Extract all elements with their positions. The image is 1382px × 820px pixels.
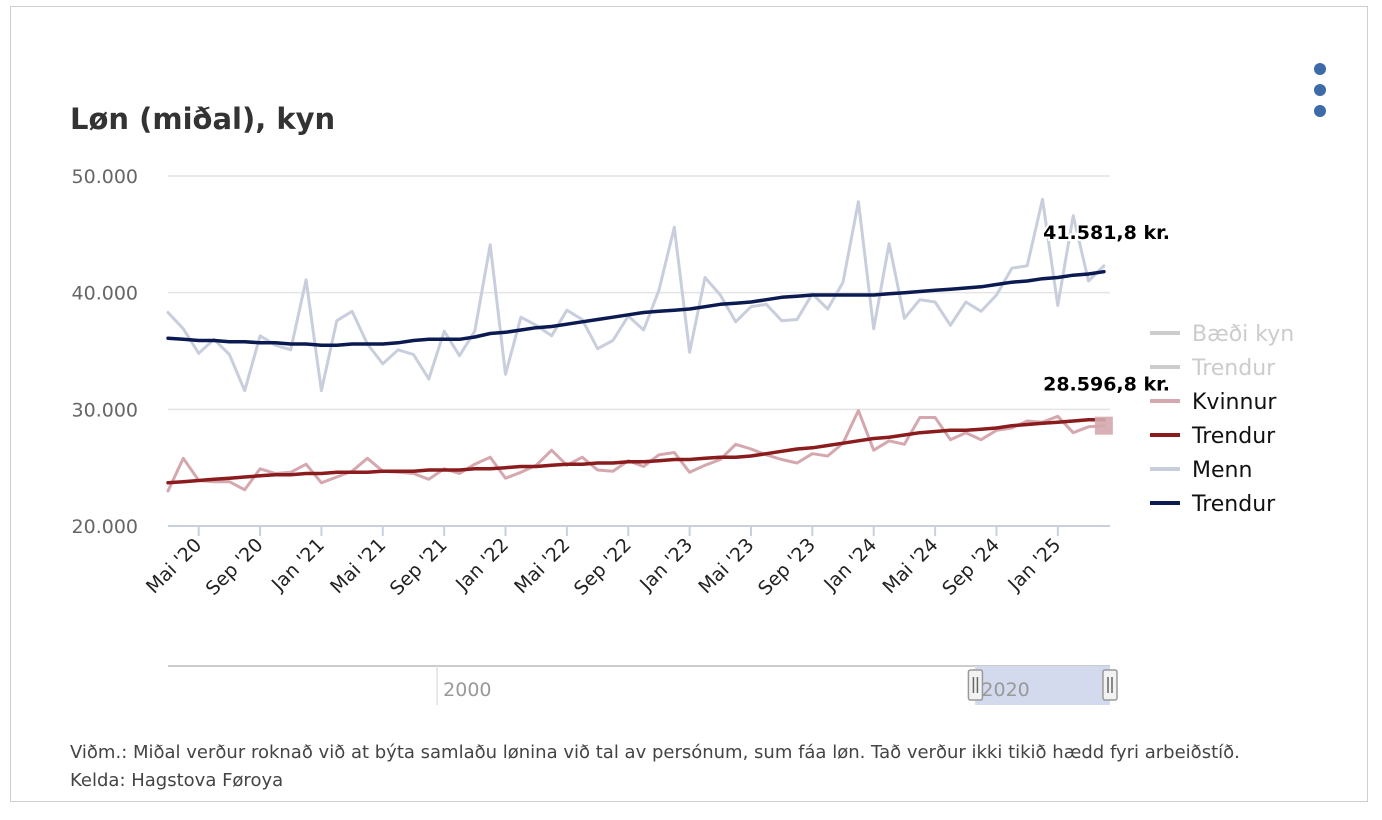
x-tick-label: Jan '25 [1003,534,1065,596]
navigator-handle[interactable] [967,669,984,701]
chart-container [10,6,1368,802]
y-tick-label: 40.000 [72,283,138,305]
data-label: 41.581,8 kr. [1043,222,1170,244]
x-tick-label: Sep '22 [570,534,636,600]
x-tick-label: Sep '20 [202,534,268,600]
x-tick-label: Jan '22 [451,534,513,596]
series-line-kvinnur-2 [166,409,1106,493]
series-line-trendur-3 [166,418,1106,485]
x-tick-label: Jan '23 [635,534,697,596]
menu-dot [1314,105,1326,117]
legend-label: Menn [1192,458,1252,483]
series-end-marker [1094,416,1113,435]
y-tick-label: 50.000 [72,166,138,188]
x-tick-label: Mai '24 [878,534,942,598]
legend-label: Trendur [1191,492,1276,517]
x-tick-label: Jan '24 [819,534,881,596]
more-vertical-icon[interactable] [1308,60,1334,124]
legend-label: Trendur [1191,424,1276,449]
menu-dot [1314,84,1326,96]
x-tick-label: Mai '20 [142,534,206,598]
footnote-note: Viðm.: Miðal verður roknað við at býta s… [70,742,1240,763]
data-label: 28.596,8 kr. [1043,374,1170,396]
x-tick-label: Mai '22 [510,534,574,598]
legend-label: Kvinnur [1192,390,1277,415]
x-tick-label: Sep '23 [754,534,820,600]
footnote-source: Kelda: Hagstova Føroya [70,770,284,791]
navigator-handle[interactable] [1102,669,1118,701]
x-tick-label: Mai '21 [326,534,390,598]
x-tick-label: Sep '24 [938,534,1004,600]
y-tick-label: 30.000 [72,399,138,421]
chart-title: Løn (miðal), kyn [70,102,336,136]
x-tick-label: Mai '23 [694,534,758,598]
navigator-label: 2000 [443,679,491,701]
legend-label: Bæði kyn [1192,322,1294,347]
navigator-selection [975,666,1110,705]
navigator-label: 2020 [981,679,1029,701]
legend-label: Trendur [1191,356,1276,381]
series-line-menn-0 [166,197,1106,393]
x-tick-label: Sep '21 [386,534,452,600]
x-tick-label: Jan '21 [267,534,329,596]
y-tick-label: 20.000 [72,516,138,538]
menu-dot [1314,63,1326,75]
series-line-trendur-1 [166,269,1106,347]
